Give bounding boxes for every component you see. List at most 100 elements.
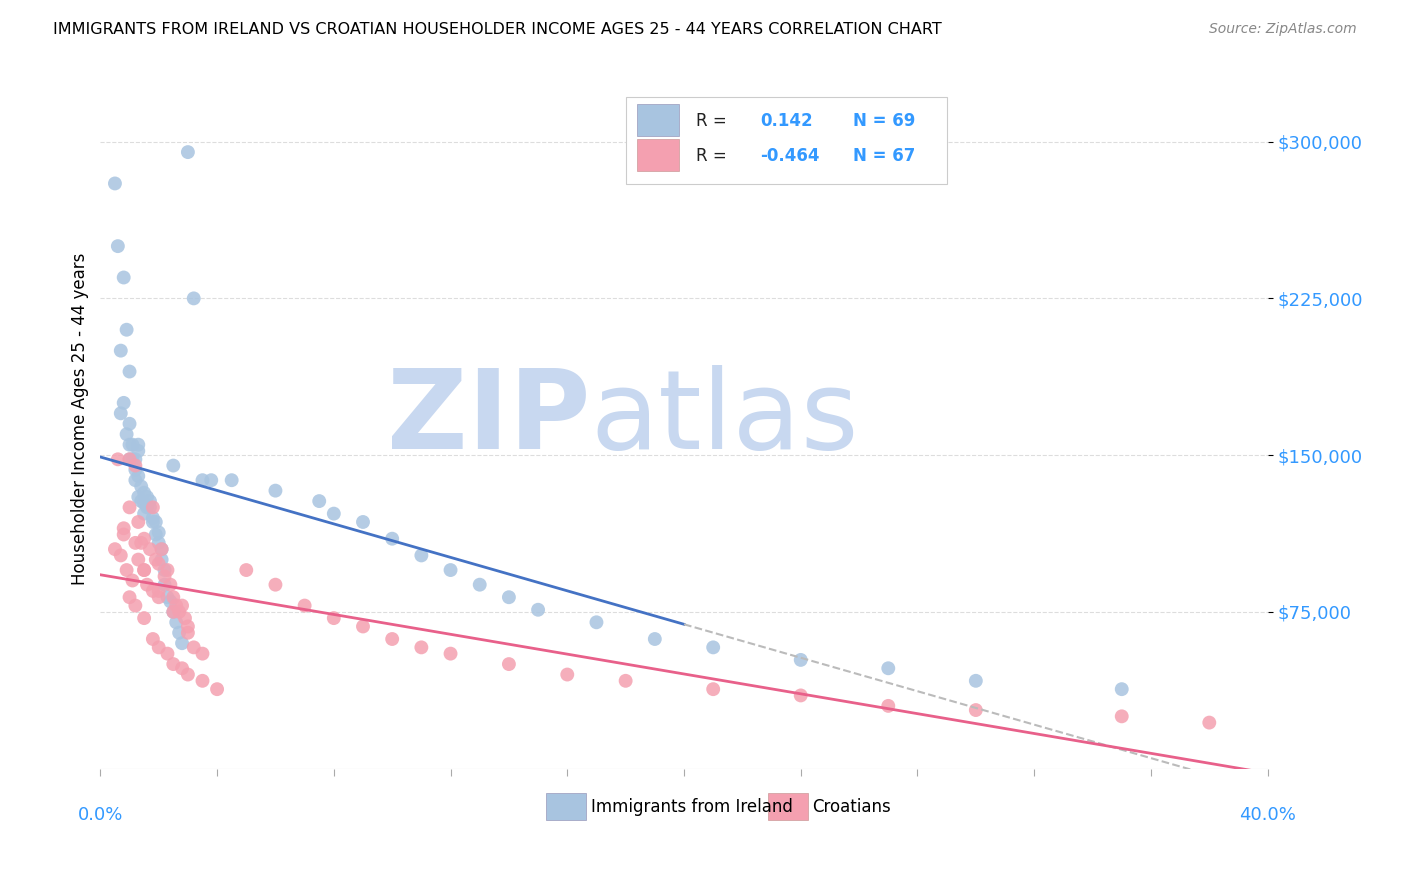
Point bbox=[136, 500, 159, 515]
Point bbox=[139, 500, 162, 515]
Point bbox=[129, 479, 152, 493]
Text: 40.0%: 40.0% bbox=[1239, 806, 1296, 824]
Point bbox=[322, 507, 344, 521]
Point bbox=[112, 270, 135, 285]
FancyBboxPatch shape bbox=[637, 138, 679, 170]
Point bbox=[127, 438, 149, 452]
Point bbox=[162, 591, 184, 605]
Point bbox=[110, 406, 132, 420]
FancyBboxPatch shape bbox=[768, 793, 807, 820]
Text: Croatians: Croatians bbox=[813, 798, 891, 816]
Point bbox=[124, 452, 146, 467]
Point bbox=[165, 615, 187, 630]
Point bbox=[134, 532, 156, 546]
Point bbox=[134, 507, 156, 521]
Point bbox=[107, 239, 129, 253]
Point bbox=[112, 396, 135, 410]
Point bbox=[1111, 682, 1133, 697]
Point bbox=[112, 521, 135, 535]
Point bbox=[118, 365, 141, 379]
Point bbox=[174, 611, 197, 625]
Point bbox=[167, 625, 190, 640]
Point bbox=[148, 640, 170, 655]
Point bbox=[124, 536, 146, 550]
Point bbox=[177, 667, 200, 681]
Point bbox=[498, 657, 520, 671]
Text: N = 67: N = 67 bbox=[853, 147, 915, 165]
Point bbox=[527, 603, 550, 617]
Point bbox=[153, 569, 176, 583]
FancyBboxPatch shape bbox=[637, 103, 679, 136]
Point bbox=[145, 527, 167, 541]
Point bbox=[127, 552, 149, 566]
Point bbox=[165, 599, 187, 613]
Point bbox=[159, 577, 181, 591]
Text: IMMIGRANTS FROM IRELAND VS CROATIAN HOUSEHOLDER INCOME AGES 25 - 44 YEARS CORREL: IMMIGRANTS FROM IRELAND VS CROATIAN HOUS… bbox=[53, 22, 942, 37]
Point bbox=[142, 632, 165, 646]
Point bbox=[124, 473, 146, 487]
Point bbox=[614, 673, 637, 688]
Point bbox=[877, 698, 900, 713]
Point bbox=[183, 640, 205, 655]
Point bbox=[142, 515, 165, 529]
Point bbox=[139, 542, 162, 557]
Point bbox=[124, 458, 146, 473]
Point bbox=[148, 583, 170, 598]
Point bbox=[124, 463, 146, 477]
Text: Source: ZipAtlas.com: Source: ZipAtlas.com bbox=[1209, 22, 1357, 37]
Point bbox=[115, 323, 138, 337]
Point bbox=[118, 417, 141, 431]
Point bbox=[162, 657, 184, 671]
Point bbox=[162, 458, 184, 473]
Point bbox=[142, 511, 165, 525]
Point bbox=[118, 438, 141, 452]
Point bbox=[134, 563, 156, 577]
Point bbox=[264, 577, 287, 591]
Point bbox=[965, 673, 987, 688]
Point bbox=[177, 145, 200, 160]
Point bbox=[121, 452, 143, 467]
Point bbox=[170, 661, 193, 675]
Point bbox=[115, 563, 138, 577]
Point bbox=[136, 490, 159, 504]
FancyBboxPatch shape bbox=[547, 793, 586, 820]
Point bbox=[115, 427, 138, 442]
Point bbox=[790, 689, 813, 703]
Point bbox=[104, 177, 127, 191]
Point bbox=[156, 591, 179, 605]
Point bbox=[381, 532, 404, 546]
Point bbox=[134, 496, 156, 510]
Point bbox=[167, 605, 190, 619]
Text: N = 69: N = 69 bbox=[853, 112, 915, 130]
Point bbox=[148, 536, 170, 550]
Point bbox=[118, 452, 141, 467]
Point bbox=[129, 536, 152, 550]
Point bbox=[1111, 709, 1133, 723]
Point bbox=[498, 591, 520, 605]
Point bbox=[555, 667, 578, 681]
Point bbox=[150, 552, 173, 566]
Point bbox=[170, 599, 193, 613]
Point bbox=[183, 292, 205, 306]
Point bbox=[110, 549, 132, 563]
Text: atlas: atlas bbox=[591, 365, 859, 472]
Point bbox=[264, 483, 287, 498]
Point bbox=[381, 632, 404, 646]
Point bbox=[110, 343, 132, 358]
Point bbox=[148, 525, 170, 540]
Point bbox=[127, 515, 149, 529]
Point bbox=[411, 640, 433, 655]
Point bbox=[1198, 715, 1220, 730]
Point bbox=[877, 661, 900, 675]
Point bbox=[150, 542, 173, 557]
Point bbox=[134, 563, 156, 577]
Point bbox=[134, 611, 156, 625]
Point bbox=[439, 647, 461, 661]
Point bbox=[156, 647, 179, 661]
Point bbox=[127, 490, 149, 504]
Point bbox=[129, 494, 152, 508]
Point bbox=[191, 473, 214, 487]
Point bbox=[142, 500, 165, 515]
Point bbox=[439, 563, 461, 577]
Y-axis label: Householder Income Ages 25 - 44 years: Householder Income Ages 25 - 44 years bbox=[72, 252, 89, 585]
